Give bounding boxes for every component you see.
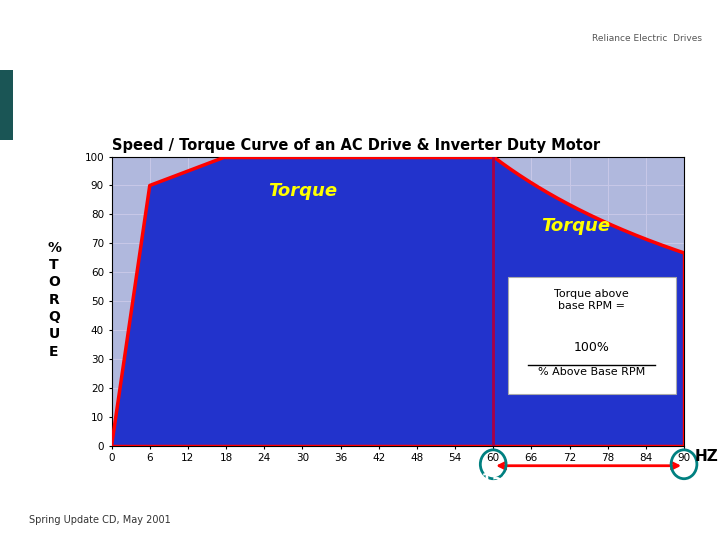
- Text: CHp Operation above Base RPM is typically limited to 150%: CHp Operation above Base RPM is typicall…: [34, 472, 527, 488]
- Text: Torque: Torque: [541, 217, 611, 235]
- Text: % Above Base RPM: % Above Base RPM: [538, 368, 645, 377]
- Text: Torque: Torque: [268, 183, 337, 200]
- Text: AC Motor Basics - Operating Range: AC Motor Basics - Operating Range: [18, 96, 539, 122]
- Bar: [0, 70, 13, 140]
- FancyBboxPatch shape: [508, 278, 676, 394]
- Text: 100%: 100%: [574, 341, 610, 354]
- Text: Reliance Electric  Drives: Reliance Electric Drives: [592, 34, 702, 43]
- Polygon shape: [112, 157, 684, 446]
- Text: Torque above
base RPM =: Torque above base RPM =: [554, 289, 629, 311]
- Text: Spring Update CD, May 2001: Spring Update CD, May 2001: [29, 515, 171, 525]
- Text: HZ: HZ: [695, 449, 719, 464]
- Text: Speed / Torque Curve of an AC Drive & Inverter Duty Motor: Speed / Torque Curve of an AC Drive & In…: [112, 138, 600, 153]
- Text: %
T
O
R
Q
U
E: % T O R Q U E: [47, 241, 61, 359]
